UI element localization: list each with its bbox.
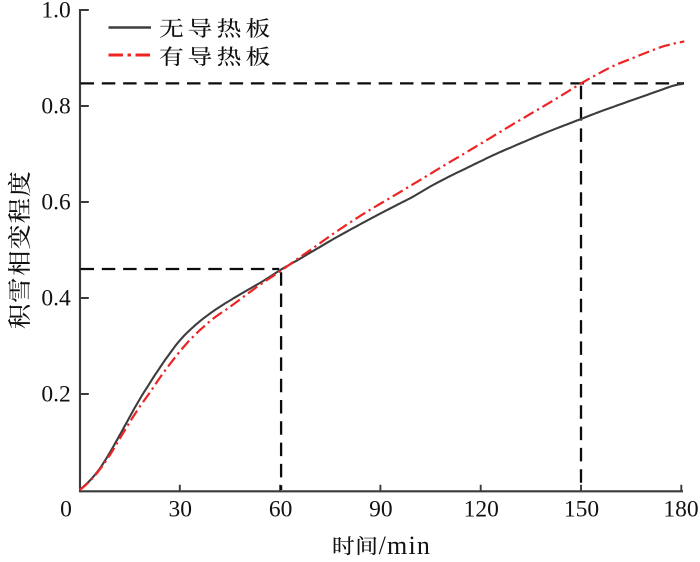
svg-text:90: 90 bbox=[369, 497, 393, 523]
svg-text:30: 30 bbox=[169, 497, 193, 523]
svg-text:0.4: 0.4 bbox=[41, 286, 71, 312]
svg-text:1.0: 1.0 bbox=[41, 0, 70, 24]
svg-text:0.8: 0.8 bbox=[41, 94, 70, 120]
svg-text:/min: /min bbox=[379, 531, 431, 557]
svg-text:180: 180 bbox=[663, 497, 698, 523]
svg-text:0.2: 0.2 bbox=[41, 382, 70, 408]
svg-text:150: 150 bbox=[564, 497, 599, 523]
svg-text:120: 120 bbox=[464, 497, 499, 523]
svg-text:60: 60 bbox=[269, 497, 293, 523]
svg-text:0.6: 0.6 bbox=[41, 190, 71, 216]
svg-text:0: 0 bbox=[60, 497, 72, 523]
